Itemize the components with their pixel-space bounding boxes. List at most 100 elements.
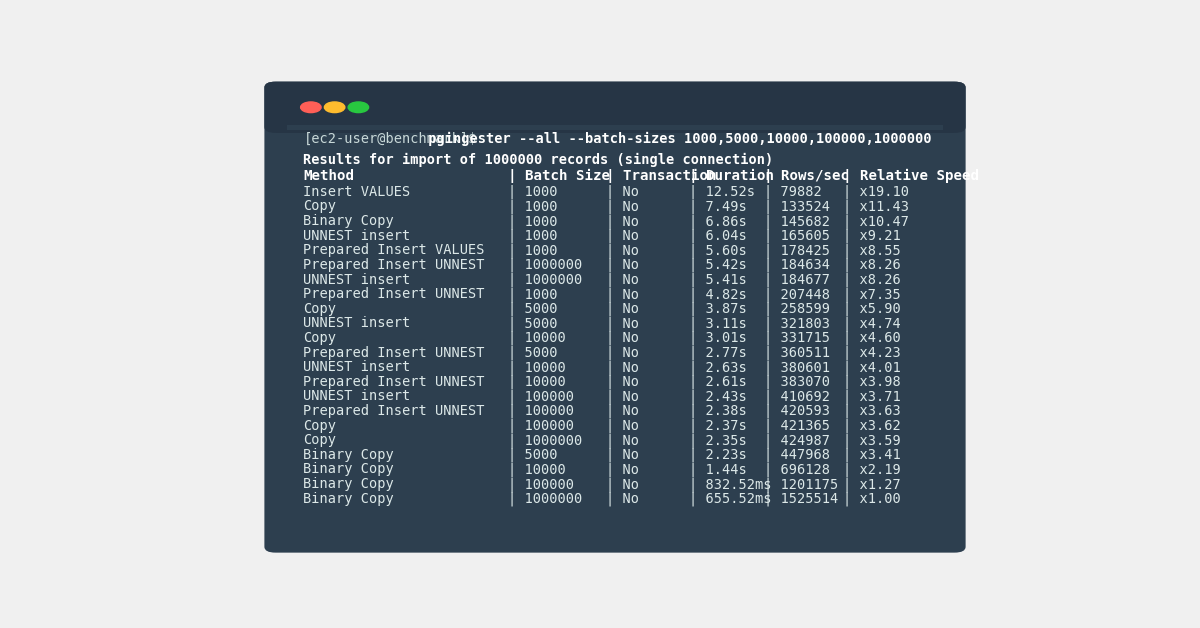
Text: | No: | No [606,331,638,345]
Text: | 360511: | 360511 [764,345,830,360]
Text: | No: | No [606,214,638,229]
Text: | No: | No [606,419,638,433]
Text: | No: | No [606,273,638,287]
Text: | 3.87s: | 3.87s [689,301,748,317]
Circle shape [301,102,322,112]
Text: | No: | No [606,185,638,199]
Text: | 100000: | 100000 [508,419,574,433]
Text: Prepared Insert UNNEST: Prepared Insert UNNEST [304,404,485,418]
Text: | x4.23: | x4.23 [842,345,900,360]
Text: | 2.35s: | 2.35s [689,433,748,448]
Text: | x8.26: | x8.26 [842,258,900,273]
Text: | x2.19: | x2.19 [842,462,900,477]
Text: | 133524: | 133524 [764,200,830,214]
FancyBboxPatch shape [264,82,966,553]
Text: | No: | No [606,404,638,418]
Text: | Batch Size: | Batch Size [508,169,610,183]
Text: | 2.37s: | 2.37s [689,419,748,433]
Text: Copy: Copy [304,433,336,447]
Text: | 7.49s: | 7.49s [689,200,748,214]
Text: | 184677: | 184677 [764,273,830,287]
Text: | Rows/sec: | Rows/sec [764,169,848,183]
Text: | No: | No [606,258,638,273]
Text: | 321803: | 321803 [764,317,830,331]
Text: Method: Method [304,169,354,183]
Text: | 1.44s: | 1.44s [689,462,748,477]
Text: | 1525514: | 1525514 [764,492,838,506]
Text: | Transaction: | Transaction [606,169,716,183]
Text: Copy: Copy [304,331,336,345]
Text: Binary Copy: Binary Copy [304,492,395,506]
Text: | No: | No [606,492,638,506]
Text: | No: | No [606,301,638,317]
Text: | x1.00: | x1.00 [842,492,900,506]
Text: Prepared Insert UNNEST: Prepared Insert UNNEST [304,375,485,389]
Text: | x19.10: | x19.10 [842,185,908,199]
Text: UNNEST insert: UNNEST insert [304,317,410,330]
Text: | 145682: | 145682 [764,214,830,229]
Text: | x11.43: | x11.43 [842,200,908,214]
FancyBboxPatch shape [264,82,966,133]
Text: | 5.41s: | 5.41s [689,273,748,287]
Text: UNNEST insert: UNNEST insert [304,273,410,286]
Text: | x4.60: | x4.60 [842,331,900,345]
Bar [287,125,943,129]
Text: | 4.82s: | 4.82s [689,287,748,301]
Text: | 100000: | 100000 [508,389,574,404]
Text: | 696128: | 696128 [764,462,830,477]
Text: | 5000: | 5000 [508,345,558,360]
Text: | 5000: | 5000 [508,301,558,317]
Text: | x3.59: | x3.59 [842,433,900,448]
Text: | x10.47: | x10.47 [842,214,908,229]
Text: | 5000: | 5000 [508,448,558,462]
Text: | 1000000: | 1000000 [508,492,582,506]
Text: | No: | No [606,200,638,214]
Text: | x8.26: | x8.26 [842,273,900,287]
Text: Binary Copy: Binary Copy [304,477,395,491]
Text: | No: | No [606,287,638,301]
Text: | 331715: | 331715 [764,331,830,345]
Bar [287,111,943,127]
Text: | 5.60s: | 5.60s [689,243,748,257]
Text: | No: | No [606,389,638,404]
Text: Copy: Copy [304,301,336,316]
Text: | No: | No [606,448,638,462]
Text: | x8.55: | x8.55 [842,243,900,257]
Text: | 10000: | 10000 [508,462,566,477]
Text: | 10000: | 10000 [508,360,566,375]
Text: Prepared Insert UNNEST: Prepared Insert UNNEST [304,287,485,301]
Text: | 380601: | 380601 [764,360,830,375]
Text: | 3.01s: | 3.01s [689,331,748,345]
Text: Prepared Insert UNNEST: Prepared Insert UNNEST [304,258,485,272]
Text: | 207448: | 207448 [764,287,830,301]
Text: | Duration: | Duration [689,169,774,183]
Text: | 410692: | 410692 [764,389,830,404]
Text: | x5.90: | x5.90 [842,301,900,317]
Text: | No: | No [606,477,638,492]
Text: | x3.71: | x3.71 [842,389,900,404]
Text: | 12.52s: | 12.52s [689,185,756,199]
Text: | 10000: | 10000 [508,375,566,389]
Text: Binary Copy: Binary Copy [304,214,395,228]
Text: UNNEST insert: UNNEST insert [304,389,410,403]
Text: Insert VALUES: Insert VALUES [304,185,410,199]
Text: | No: | No [606,360,638,375]
Text: | 1000000: | 1000000 [508,273,582,287]
Text: | 6.04s: | 6.04s [689,229,748,243]
Text: Results for import of 1000000 records (single connection): Results for import of 1000000 records (s… [304,153,774,167]
Text: Prepared Insert VALUES: Prepared Insert VALUES [304,243,485,257]
Text: | No: | No [606,243,638,257]
Text: | 5000: | 5000 [508,317,558,331]
Text: | 1000000: | 1000000 [508,433,582,448]
Text: | 2.63s: | 2.63s [689,360,748,375]
Text: | x9.21: | x9.21 [842,229,900,243]
Text: | No: | No [606,317,638,331]
Text: pgingester --all --batch-sizes 1000,5000,10000,100000,1000000: pgingester --all --batch-sizes 1000,5000… [420,132,931,146]
Text: | x3.63: | x3.63 [842,404,900,418]
Text: | 100000: | 100000 [508,404,574,418]
Text: | 2.38s: | 2.38s [689,404,748,418]
Text: | 184634: | 184634 [764,258,830,273]
Text: | 2.23s: | 2.23s [689,448,748,462]
Text: | 10000: | 10000 [508,331,566,345]
Text: | x4.01: | x4.01 [842,360,900,375]
